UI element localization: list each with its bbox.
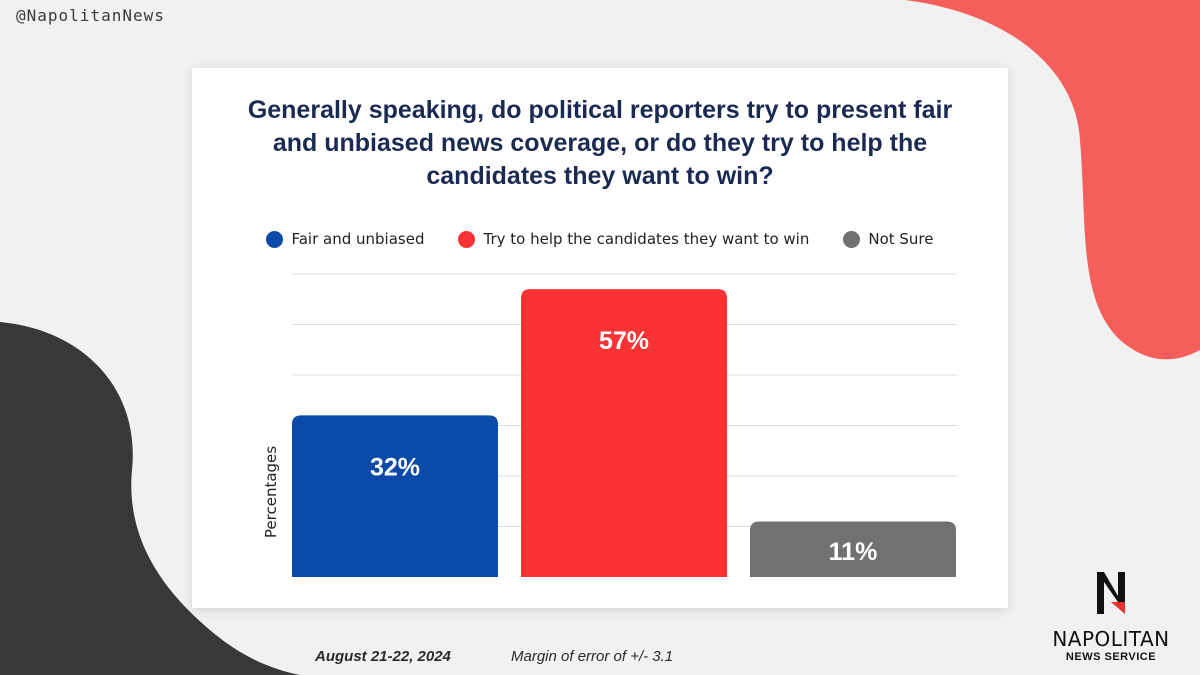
chart-legend: Fair and unbiased Try to help the candid… [192,230,1008,248]
logo-name: NAPOLITAN [1052,627,1170,651]
legend-swatch-help [458,230,476,248]
legend-swatch-fair [266,230,284,248]
bar-fair [292,415,498,577]
chart-card: Generally speaking, do political reporte… [192,68,1008,608]
bar-help [521,289,727,577]
margin-of-error: Margin of error of +/- 3.1 [511,648,674,665]
data-label-not-sure: 11% [829,538,878,566]
n-logo-icon [1097,572,1125,614]
bar-not-sure [750,521,956,577]
bars [292,289,956,577]
legend-label-fair: Fair and unbiased [291,230,425,248]
chart-title: Generally speaking, do political reporte… [247,96,953,190]
legend-item-not-sure: Not Sure [843,230,934,248]
legend-item-fair: Fair and unbiased [266,230,424,248]
bar-chart-plot: 32% 57% 11% Percentages [262,273,957,577]
survey-date: August 21-22, 2024 [315,648,451,665]
legend-swatch-not-sure [843,230,861,248]
napolitan-logo: NAPOLITAN NEWS SERVICE [1046,568,1176,663]
legend-label-not-sure: Not Sure [868,230,934,248]
coral-blob-shape [905,0,1200,360]
logo-subtitle: NEWS SERVICE [1065,651,1157,663]
dark-blob-shape [0,322,300,675]
data-label-fair: 32% [370,453,420,481]
bar-labels: 32% 57% 11% [370,327,877,566]
social-handle: @NapolitanNews [16,6,165,25]
data-label-help: 57% [599,327,649,355]
y-axis-label: Percentages [262,446,280,538]
legend-label-help: Try to help the candidates they want to … [483,230,810,248]
legend-item-help: Try to help the candidates they want to … [458,230,809,248]
